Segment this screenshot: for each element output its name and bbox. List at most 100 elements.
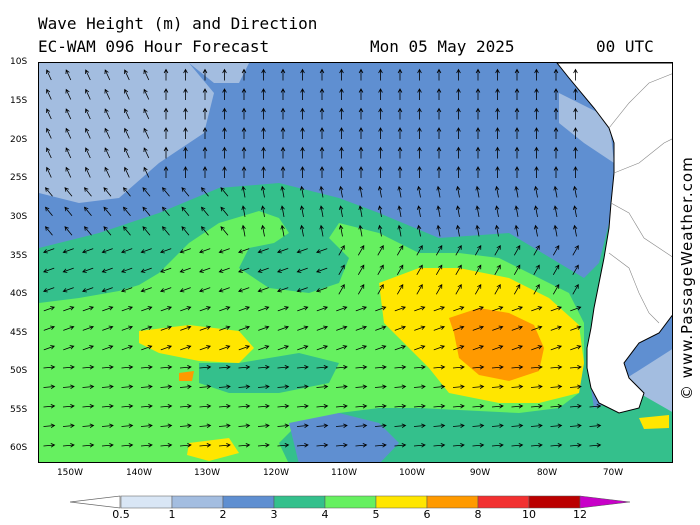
wave-direction-arrow xyxy=(472,306,484,312)
wave-direction-arrow xyxy=(472,404,485,409)
legend-label: 2 xyxy=(219,508,227,521)
wave-direction-arrow xyxy=(377,283,384,295)
wave-direction-arrow xyxy=(514,185,519,198)
wave-direction-arrow xyxy=(297,345,309,351)
wave-direction-arrow xyxy=(455,224,461,237)
wave-direction-arrow xyxy=(238,248,250,254)
wave-direction-arrow xyxy=(396,244,404,256)
lat-label: 45S xyxy=(10,328,28,338)
wave-direction-arrow xyxy=(277,404,290,409)
wave-direction-arrow xyxy=(374,404,387,409)
wave-direction-arrow xyxy=(180,345,192,351)
wave-direction-arrow xyxy=(140,287,152,293)
wave-direction-arrow xyxy=(121,404,134,409)
wave-direction-arrow xyxy=(378,107,383,120)
wave-direction-arrow xyxy=(573,127,578,139)
wave-direction-arrow xyxy=(475,68,481,81)
wave-direction-arrow xyxy=(570,325,582,331)
wave-direction-arrow xyxy=(433,404,446,409)
wave-direction-arrow xyxy=(101,267,113,273)
wave-direction-arrow xyxy=(436,107,442,120)
wave-direction-arrow xyxy=(533,264,540,275)
wave-direction-arrow xyxy=(455,244,462,256)
wave-direction-arrow xyxy=(316,325,328,331)
wave-direction-arrow xyxy=(533,185,539,198)
wave-direction-arrow xyxy=(261,88,266,100)
wave-direction-arrow xyxy=(277,423,290,429)
wave-direction-arrow xyxy=(335,404,348,409)
wave-direction-arrow xyxy=(241,146,247,159)
wave-direction-arrow xyxy=(62,384,75,390)
wave-direction-arrow xyxy=(163,107,169,120)
zone-6-8m-west xyxy=(179,371,194,381)
wave-direction-arrow xyxy=(436,205,441,217)
wave-direction-arrow xyxy=(358,88,364,100)
wave-direction-arrow xyxy=(513,264,521,275)
wave-direction-arrow xyxy=(43,423,56,429)
wave-direction-arrow xyxy=(163,88,169,100)
wave-direction-arrow xyxy=(475,224,480,237)
wave-direction-arrow xyxy=(104,88,111,100)
wave-direction-arrow xyxy=(514,166,520,178)
wave-direction-arrow xyxy=(378,146,383,159)
wave-direction-arrow xyxy=(534,127,539,139)
wave-direction-arrow xyxy=(416,244,423,256)
wave-direction-arrow xyxy=(124,108,130,120)
wave-direction-arrow xyxy=(241,185,246,198)
wave-direction-arrow xyxy=(416,205,422,217)
wave-direction-arrow xyxy=(572,224,578,237)
wave-direction-arrow xyxy=(220,206,229,216)
wave-direction-arrow xyxy=(397,185,402,198)
wave-direction-arrow xyxy=(531,345,543,351)
wave-direction-arrow xyxy=(358,205,363,217)
wave-direction-arrow xyxy=(338,205,344,217)
wave-direction-arrow xyxy=(413,365,426,370)
country-borders xyxy=(608,73,672,324)
wave-direction-arrow xyxy=(335,423,348,429)
wave-direction-arrow xyxy=(358,107,364,120)
wave-direction-arrow xyxy=(319,166,325,178)
wave-direction-arrow xyxy=(238,267,250,273)
wave-direction-arrow xyxy=(277,306,289,312)
wave-direction-arrow xyxy=(316,404,329,409)
wave-direction-arrow xyxy=(336,325,348,331)
wave-direction-arrow xyxy=(299,205,305,217)
wave-direction-arrow xyxy=(241,68,247,81)
wave-direction-arrow xyxy=(534,68,539,81)
wave-direction-arrow xyxy=(124,88,130,100)
wave-direction-arrow xyxy=(531,325,543,331)
wave-direction-arrow xyxy=(199,443,212,448)
wave-direction-arrow xyxy=(491,404,504,409)
wave-direction-arrow xyxy=(335,365,348,370)
wave-direction-arrow xyxy=(46,166,52,178)
wave-direction-arrow xyxy=(453,325,465,331)
wave-direction-arrow xyxy=(569,423,582,429)
wave-direction-arrow xyxy=(550,423,563,429)
wave-direction-arrow xyxy=(533,283,540,295)
wave-direction-arrow xyxy=(121,287,133,293)
wave-direction-arrow xyxy=(85,88,91,100)
wave-direction-arrow xyxy=(475,107,481,120)
wave-direction-arrow xyxy=(572,244,579,256)
wave-direction-arrow xyxy=(64,226,73,236)
wave-direction-arrow xyxy=(277,365,290,370)
wave-direction-arrow xyxy=(316,306,328,312)
wave-direction-arrow xyxy=(62,248,74,254)
wave-direction-arrow xyxy=(533,224,539,237)
wave-direction-arrow xyxy=(355,325,367,331)
wave-direction-arrow xyxy=(121,384,134,390)
wave-direction-arrow xyxy=(43,384,56,390)
lat-label: 25S xyxy=(10,173,28,183)
wave-direction-arrow xyxy=(435,244,443,256)
wave-direction-arrow xyxy=(64,206,73,216)
zone-3-4m-pocket xyxy=(199,353,339,393)
wave-direction-arrow xyxy=(65,127,72,139)
wave-direction-arrow xyxy=(397,127,403,139)
wave-direction-arrow xyxy=(394,423,407,429)
zone-5-6m-east xyxy=(639,415,669,429)
wave-direction-arrow xyxy=(394,306,406,312)
wave-direction-arrow xyxy=(573,166,578,178)
lat-label: 20S xyxy=(10,135,28,145)
wave-direction-arrow xyxy=(163,146,169,159)
wave-direction-arrow xyxy=(338,283,345,295)
